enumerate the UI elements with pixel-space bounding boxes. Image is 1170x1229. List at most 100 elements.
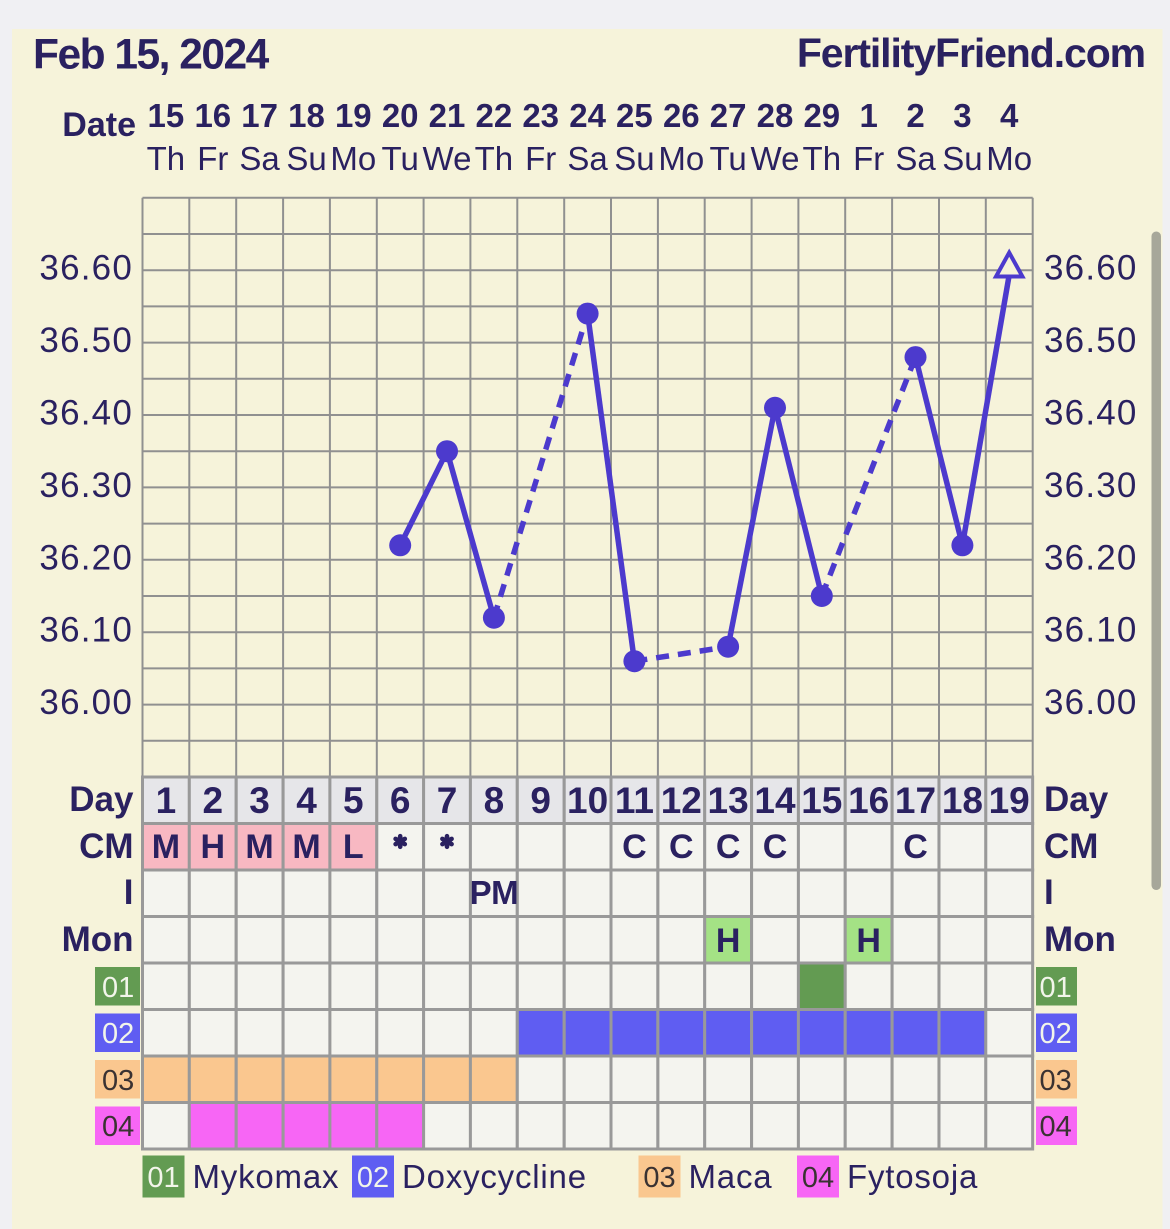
svg-text:03: 03 — [1040, 1065, 1072, 1097]
svg-text:3: 3 — [249, 780, 270, 821]
svg-text:H: H — [201, 828, 226, 866]
svg-text:M: M — [152, 828, 180, 866]
svg-text:7: 7 — [437, 780, 458, 821]
svg-text:C: C — [716, 828, 741, 866]
svg-text:We: We — [423, 140, 472, 177]
svg-text:14: 14 — [754, 780, 796, 821]
svg-text:Mo: Mo — [658, 140, 704, 177]
svg-text:Su: Su — [942, 140, 982, 177]
svg-text:Sa: Sa — [895, 140, 936, 177]
svg-text:Day: Day — [1044, 780, 1109, 819]
svg-text:Fr: Fr — [525, 140, 556, 177]
svg-text:02: 02 — [102, 1018, 134, 1050]
svg-text:17: 17 — [241, 97, 278, 134]
svg-text:L: L — [343, 828, 364, 866]
svg-text:H: H — [856, 922, 881, 960]
svg-text:1: 1 — [860, 97, 878, 134]
svg-text:Doxycycline: Doxycycline — [402, 1158, 587, 1195]
svg-text:Th: Th — [147, 140, 186, 177]
svg-text:C: C — [763, 828, 788, 866]
svg-text:26: 26 — [663, 97, 700, 134]
svg-text:17: 17 — [895, 780, 936, 821]
svg-text:01: 01 — [147, 1162, 179, 1194]
svg-text:We: We — [751, 140, 800, 177]
svg-text:4: 4 — [296, 780, 317, 821]
svg-text:H: H — [716, 922, 741, 960]
svg-text:Mo: Mo — [330, 140, 376, 177]
svg-text:16: 16 — [194, 97, 231, 134]
svg-text:M: M — [245, 828, 273, 866]
svg-text:C: C — [622, 828, 647, 866]
svg-text:Feb 15, 2024: Feb 15, 2024 — [33, 32, 270, 79]
svg-text:2: 2 — [906, 97, 924, 134]
svg-text:Su: Su — [614, 140, 654, 177]
svg-text:6: 6 — [390, 780, 411, 821]
svg-text:Tu: Tu — [709, 140, 746, 177]
svg-text:36.20: 36.20 — [39, 538, 133, 577]
svg-text:02: 02 — [1040, 1018, 1072, 1050]
svg-text:CM: CM — [79, 827, 133, 866]
svg-text:24: 24 — [569, 97, 606, 134]
svg-text:3: 3 — [953, 97, 971, 134]
svg-text:18: 18 — [288, 97, 325, 134]
svg-text:15: 15 — [148, 97, 185, 134]
svg-text:Date: Date — [62, 106, 136, 144]
svg-text:04: 04 — [1040, 1111, 1072, 1143]
svg-text:Fr: Fr — [853, 140, 884, 177]
svg-text:02: 02 — [357, 1162, 389, 1194]
svg-text:Maca: Maca — [689, 1158, 773, 1195]
svg-text:36.30: 36.30 — [39, 466, 133, 505]
svg-text:13: 13 — [708, 780, 749, 821]
svg-text:Su: Su — [286, 140, 326, 177]
svg-text:36.20: 36.20 — [1044, 538, 1138, 577]
svg-text:19: 19 — [989, 780, 1030, 821]
svg-text:01: 01 — [102, 972, 134, 1004]
svg-text:Mon: Mon — [1044, 920, 1116, 959]
svg-text:5: 5 — [343, 780, 364, 821]
svg-text:Sa: Sa — [239, 140, 280, 177]
svg-text:9: 9 — [530, 780, 551, 821]
svg-text:36.50: 36.50 — [1044, 321, 1138, 360]
svg-text:22: 22 — [476, 97, 513, 134]
svg-text:04: 04 — [802, 1162, 834, 1194]
svg-text:15: 15 — [801, 780, 842, 821]
svg-text:11: 11 — [615, 780, 654, 821]
svg-text:36.10: 36.10 — [1044, 611, 1138, 650]
svg-text:36.10: 36.10 — [39, 611, 133, 650]
svg-text:03: 03 — [102, 1065, 134, 1097]
svg-text:36.60: 36.60 — [39, 249, 133, 288]
svg-text:2: 2 — [203, 780, 224, 821]
svg-text:36.40: 36.40 — [39, 394, 133, 433]
svg-text:M: M — [292, 828, 320, 866]
svg-text:36.50: 36.50 — [39, 321, 133, 360]
svg-text:01: 01 — [1040, 972, 1072, 1004]
svg-text:PM: PM — [470, 874, 519, 911]
svg-text:Fr: Fr — [197, 140, 228, 177]
svg-text:04: 04 — [102, 1111, 134, 1143]
svg-text:16: 16 — [848, 780, 889, 821]
svg-text:36.60: 36.60 — [1044, 249, 1138, 288]
svg-text:C: C — [669, 828, 694, 866]
svg-text:03: 03 — [643, 1162, 675, 1194]
svg-text:36.40: 36.40 — [1044, 394, 1138, 433]
svg-text:1: 1 — [156, 780, 177, 821]
svg-text:20: 20 — [382, 97, 419, 134]
svg-text:8: 8 — [484, 780, 505, 821]
svg-text:Th: Th — [475, 140, 514, 177]
svg-text:CM: CM — [1044, 827, 1098, 866]
svg-text:21: 21 — [429, 97, 466, 134]
svg-text:12: 12 — [661, 780, 702, 821]
svg-text:Tu: Tu — [382, 140, 419, 177]
svg-text:Th: Th — [803, 140, 842, 177]
svg-text:Fytosoja: Fytosoja — [847, 1158, 978, 1195]
svg-text:10: 10 — [567, 780, 608, 821]
svg-text:Mon: Mon — [62, 920, 134, 959]
svg-text:27: 27 — [710, 97, 747, 134]
svg-text:4: 4 — [1000, 97, 1019, 134]
svg-text:I: I — [1044, 873, 1054, 912]
svg-text:23: 23 — [522, 97, 559, 134]
svg-text:29: 29 — [803, 97, 840, 134]
svg-text:28: 28 — [757, 97, 794, 134]
svg-text:Sa: Sa — [567, 140, 608, 177]
svg-text:25: 25 — [616, 97, 653, 134]
